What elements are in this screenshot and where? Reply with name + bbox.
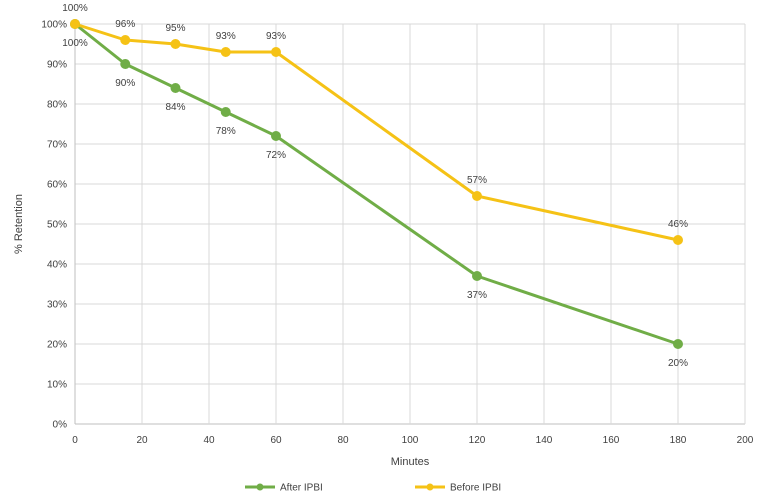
- data-point-1: [170, 83, 181, 93]
- data-label-1: 37%: [467, 290, 487, 301]
- legend-label-1: After IPBI: [280, 483, 323, 494]
- x-tick-label: 40: [203, 435, 215, 446]
- x-tick-label: 20: [136, 435, 148, 446]
- x-axis-title: Minutes: [391, 456, 430, 468]
- data-point-2: [120, 35, 131, 45]
- y-tick-label: 30%: [47, 300, 67, 311]
- x-tick-label: 140: [536, 435, 553, 446]
- data-point-2: [170, 39, 181, 49]
- data-point-1: [673, 339, 683, 349]
- x-tick-label: 0: [72, 435, 78, 446]
- data-point-1: [220, 107, 231, 117]
- y-tick-label: 70%: [47, 140, 67, 151]
- y-tick-label: 60%: [47, 180, 67, 191]
- data-label-1: 84%: [165, 102, 185, 113]
- x-tick-label: 160: [603, 435, 620, 446]
- x-tick-label: 180: [670, 435, 687, 446]
- data-point-2: [472, 191, 482, 201]
- x-tick-label: 80: [337, 435, 349, 446]
- data-label-1: 20%: [668, 358, 688, 369]
- y-tick-label: 10%: [47, 380, 67, 391]
- x-tick-label: 60: [270, 435, 282, 446]
- data-point-2: [673, 235, 683, 245]
- data-label-2: 95%: [165, 23, 185, 34]
- data-label-2: 93%: [216, 31, 236, 42]
- data-label-2: 46%: [668, 219, 688, 230]
- data-point-1: [472, 271, 482, 281]
- y-tick-label: 0%: [53, 420, 68, 431]
- data-label-2: 100%: [62, 3, 88, 14]
- legend-marker-2: [426, 483, 434, 491]
- x-tick-label: 120: [469, 435, 486, 446]
- y-tick-label: 100%: [41, 20, 67, 31]
- data-point-1: [120, 59, 131, 69]
- x-tick-label: 200: [737, 435, 754, 446]
- data-point-2: [271, 47, 281, 57]
- x-tick-label: 100: [402, 435, 419, 446]
- legend-label-2: Before IPBI: [450, 483, 501, 494]
- y-axis-title: % Retention: [13, 194, 25, 254]
- data-label-1: 72%: [266, 150, 286, 161]
- data-label-1: 100%: [62, 38, 88, 49]
- data-point-2: [220, 47, 231, 57]
- y-tick-label: 80%: [47, 100, 67, 111]
- y-tick-label: 40%: [47, 260, 67, 271]
- data-label-1: 78%: [216, 126, 236, 137]
- data-point-1: [271, 131, 281, 141]
- y-tick-label: 50%: [47, 220, 67, 231]
- data-label-2: 93%: [266, 31, 286, 42]
- y-tick-label: 90%: [47, 60, 67, 71]
- y-tick-label: 20%: [47, 340, 67, 351]
- data-label-1: 90%: [115, 78, 135, 89]
- data-point-2: [70, 19, 80, 29]
- legend-marker-1: [256, 483, 264, 491]
- data-label-2: 96%: [115, 19, 135, 30]
- data-label-2: 57%: [467, 175, 487, 186]
